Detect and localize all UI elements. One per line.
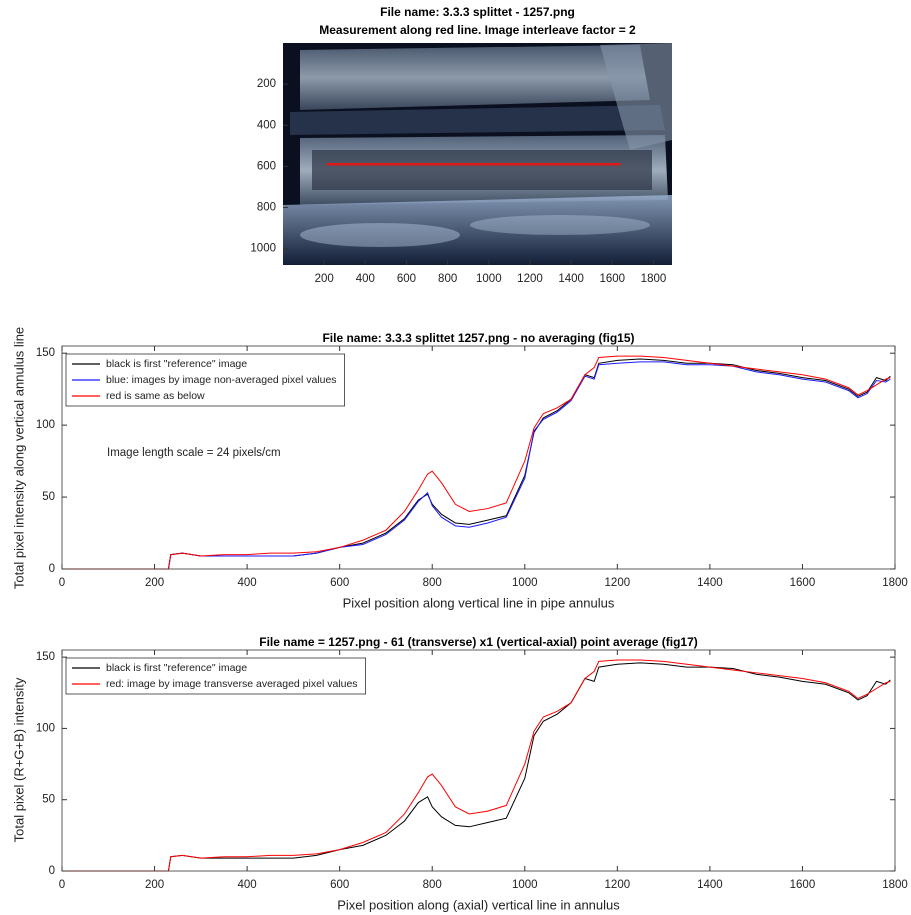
- x-tick-label: 0: [59, 879, 65, 891]
- x-tick-label: 1600: [790, 879, 816, 891]
- x-tick-label: 1200: [605, 577, 631, 589]
- y-tick-label: 100: [36, 419, 55, 431]
- x-tick-label: 1200: [605, 879, 631, 891]
- x-tick-label: 800: [423, 879, 442, 891]
- x-tick-label: 200: [145, 577, 164, 589]
- y-tick-label: 200: [257, 78, 276, 90]
- page: File name: 3.3.3 splittet - 1257.png Meas…: [0, 0, 911, 915]
- x-axis-label: Pixel position along (axial) vertical li…: [337, 897, 620, 912]
- x-tick-label: 400: [238, 577, 257, 589]
- x-tick-label: 1000: [512, 577, 538, 589]
- legend: black is first "reference" image red: ima…: [66, 658, 366, 694]
- x-tick-label: 200: [315, 273, 334, 285]
- x-tick-label: 1400: [697, 577, 723, 589]
- x-tick-label: 1000: [476, 273, 502, 285]
- y-tick-label: 50: [42, 491, 55, 503]
- y-tick-label: 1000: [250, 243, 276, 255]
- chart-subtitle: Measurement along red line. Image interl…: [319, 23, 636, 37]
- x-tick-label: 1600: [600, 273, 626, 285]
- legend-label: blue: images by image non-averaged pixel…: [106, 374, 337, 386]
- y-axis-label: Total pixel (R+G+B) intensity: [11, 677, 26, 842]
- legend-label: red: image by image transverse averaged …: [106, 678, 358, 690]
- y-tick-label: 100: [36, 722, 55, 734]
- x-tick-label: 1400: [697, 879, 723, 891]
- x-tick-label: 600: [397, 273, 416, 285]
- y-tick-label: 600: [257, 160, 276, 172]
- y-tick-label: 150: [36, 347, 55, 359]
- x-tick-label: 0: [59, 577, 65, 589]
- photo: [283, 43, 672, 265]
- y-tick-label: 800: [257, 201, 276, 213]
- x-tick-label: 800: [438, 273, 457, 285]
- x-axis-label: Pixel position along vertical line in pi…: [343, 595, 615, 610]
- legend-label: red is same as below: [106, 390, 205, 402]
- y-tick-label: 0: [49, 563, 55, 575]
- y-tick-label: 50: [42, 794, 55, 806]
- chart-title: File name: 3.3.3 splittet 1257.png - no …: [322, 331, 634, 345]
- x-tick-label: 1600: [790, 577, 816, 589]
- y-tick-label: 0: [49, 865, 55, 877]
- annotation: Image length scale = 24 pixels/cm: [107, 447, 281, 459]
- x-tick-label: 1200: [517, 273, 543, 285]
- figure: File name: 3.3.3 splittet - 1257.png Meas…: [0, 0, 911, 915]
- x-tick-label: 1800: [641, 273, 667, 285]
- x-tick-label: 1000: [512, 879, 538, 891]
- x-tick-label: 600: [330, 879, 349, 891]
- chart-title: File name = 1257.png - 61 (transverse) x…: [259, 635, 698, 649]
- legend-label: black is first "reference" image: [106, 662, 247, 674]
- x-tick-label: 1400: [558, 273, 584, 285]
- legend-label: black is first "reference" image: [106, 358, 247, 370]
- x-tick-label: 600: [330, 577, 349, 589]
- y-tick-label: 150: [36, 651, 55, 663]
- x-tick-label: 1800: [882, 879, 908, 891]
- y-tick-label: 400: [257, 119, 276, 131]
- chart-title: File name: 3.3.3 splittet - 1257.png: [380, 5, 575, 19]
- x-tick-label: 400: [238, 879, 257, 891]
- y-axis-label: Total pixel intensity along vertical ann…: [11, 327, 26, 589]
- x-tick-label: 400: [356, 273, 375, 285]
- x-tick-label: 1800: [882, 577, 908, 589]
- x-tick-label: 200: [145, 879, 164, 891]
- x-tick-label: 800: [423, 577, 442, 589]
- legend: black is first "reference" image blue: im…: [66, 354, 345, 406]
